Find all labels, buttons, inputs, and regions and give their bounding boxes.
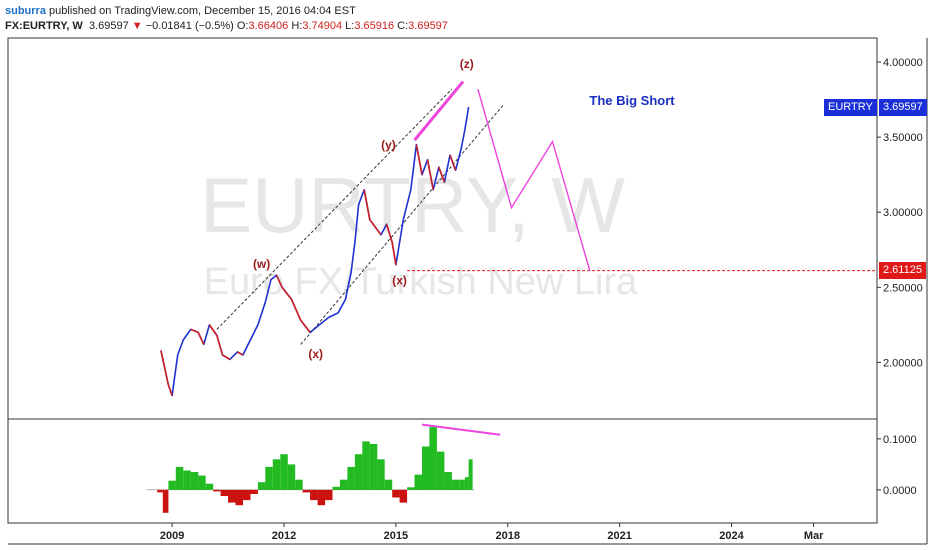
osc-bar-negative	[303, 490, 311, 493]
time-tick-label: Mar	[804, 530, 824, 542]
osc-bar-positive	[333, 487, 341, 490]
price-down-segment	[301, 320, 310, 332]
osc-bar-negative	[213, 490, 221, 492]
wave-label: (z)	[460, 57, 474, 71]
osc-bar-negative	[318, 490, 326, 505]
osc-bar-negative	[325, 490, 333, 500]
symbol-price-badge: EURTRY	[824, 99, 877, 116]
osc-bar-positive	[273, 459, 281, 490]
osc-tick-label: 0.0000	[883, 485, 917, 497]
osc-bar-positive	[198, 476, 206, 490]
wave-label: (x)	[308, 347, 323, 361]
chart-title: The Big Short	[589, 93, 675, 108]
price-tick-label: 3.00000	[883, 207, 923, 219]
time-tick-label: 2012	[272, 530, 296, 542]
osc-bar-positive	[377, 459, 385, 490]
price-down-segment	[191, 329, 198, 332]
osc-bar-positive	[444, 472, 452, 490]
time-tick-label: 2021	[607, 530, 631, 542]
divergence-price-line	[415, 82, 463, 141]
osc-bar-negative	[310, 490, 318, 500]
price-down-segment	[222, 355, 229, 360]
osc-bar-negative	[236, 490, 244, 505]
osc-bar-positive	[370, 444, 378, 490]
osc-bar-positive	[459, 480, 465, 490]
osc-bar-negative	[163, 490, 169, 513]
osc-bar-positive	[265, 467, 273, 490]
time-tick-label: 2015	[384, 530, 408, 542]
osc-bar-positive	[258, 482, 266, 490]
price-tick-label: 3.50000	[883, 132, 923, 144]
osc-bar-negative	[392, 490, 400, 498]
osc-bar-positive	[452, 480, 460, 490]
osc-bar-positive	[340, 480, 348, 490]
osc-bar-positive	[362, 441, 370, 489]
time-tick-label: 2018	[496, 530, 520, 542]
price-tick-label: 2.50000	[883, 282, 923, 294]
osc-bar-negative	[250, 490, 258, 494]
osc-bar-positive	[415, 475, 423, 490]
osc-bar-positive	[385, 480, 393, 490]
price-down-segment	[209, 325, 216, 336]
osc-bar-negative	[400, 490, 408, 503]
osc-bar-positive	[183, 471, 191, 490]
osc-bar-positive	[429, 427, 437, 490]
osc-bar-positive	[465, 477, 469, 490]
osc-bar-positive	[347, 467, 355, 490]
osc-bar-negative	[221, 490, 229, 496]
osc-bar-negative	[243, 490, 251, 500]
price-down-segment	[161, 350, 168, 385]
osc-bar-positive	[407, 487, 415, 490]
price-down-segment	[198, 332, 204, 344]
osc-bar-positive	[355, 454, 363, 490]
osc-bar-positive	[191, 472, 199, 490]
osc-bar-positive	[422, 447, 430, 490]
price-tick-label: 4.00000	[883, 57, 923, 69]
osc-bar-positive	[206, 484, 214, 490]
time-tick-label: 2009	[160, 530, 184, 542]
osc-bar-negative	[157, 490, 163, 493]
osc-bar-positive	[280, 454, 288, 490]
last-price-badge: 3.69597	[879, 99, 927, 116]
osc-bar-positive	[469, 459, 473, 490]
wave-label: (y)	[381, 138, 396, 152]
osc-bar-positive	[176, 467, 184, 490]
osc-bar-positive	[437, 452, 445, 490]
osc-bar-positive	[168, 481, 176, 490]
price-down-segment	[168, 385, 172, 396]
osc-bar-positive	[288, 464, 296, 490]
osc-tick-label: 0.1000	[883, 434, 917, 446]
price-down-segment	[237, 352, 243, 355]
price-tick-label: 2.00000	[883, 357, 923, 369]
wave-label: (x)	[392, 273, 407, 287]
price-down-segment	[217, 335, 223, 355]
time-tick-label: 2024	[719, 530, 744, 542]
level-price-badge: 2.61125	[879, 262, 926, 279]
osc-bar-positive	[295, 480, 303, 490]
osc-bar-negative	[228, 490, 236, 503]
wave-label: (w)	[253, 257, 270, 271]
